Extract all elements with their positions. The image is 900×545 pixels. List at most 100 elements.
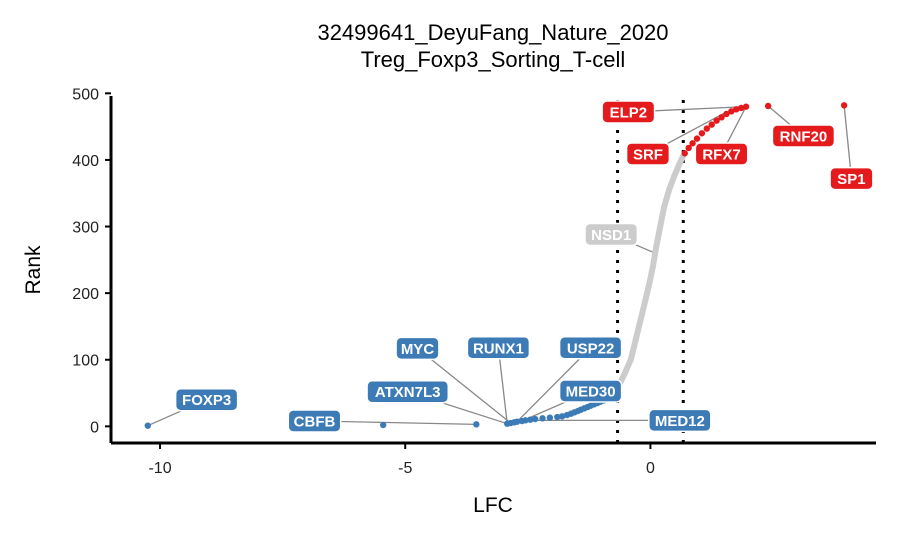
- label-leader-line: [497, 347, 508, 424]
- label-box: [625, 142, 671, 166]
- data-point-up: [713, 117, 720, 124]
- label-box: [694, 142, 749, 166]
- data-point-neutral: [657, 223, 664, 230]
- data-point-down: [554, 413, 561, 421]
- label-box: [287, 409, 342, 433]
- label-text: NSD1: [591, 227, 631, 244]
- data-point-down: [144, 422, 151, 429]
- chart-title: 32499641_DeyuFang_Nature_2020: [317, 20, 668, 45]
- data-point-neutral: [666, 186, 673, 193]
- label-text: SRF: [633, 146, 663, 163]
- point-label: MED12: [648, 408, 712, 433]
- data-point-neutral: [637, 316, 644, 323]
- data-point-neutral: [632, 336, 639, 343]
- label-text: USP22: [567, 340, 615, 357]
- axes: -10 -5 0 0 100 200 300 400 500: [72, 86, 876, 477]
- neutral-series-line: [615, 153, 686, 390]
- data-point-neutral: [649, 263, 656, 270]
- point-label: NSD1: [584, 222, 639, 247]
- data-point-up: [685, 144, 692, 152]
- data-point-down: [527, 416, 534, 423]
- data-point-down: [558, 413, 566, 420]
- data-point-up: [708, 121, 715, 128]
- y-axis-title: Rank: [22, 245, 45, 295]
- point-label: USP22: [558, 336, 623, 360]
- data-point-up: [742, 103, 750, 110]
- data-point-down: [379, 421, 387, 429]
- label-box: [829, 166, 874, 191]
- label-box: [174, 387, 239, 412]
- label-text: RUNX1: [473, 340, 524, 357]
- point-label: ATXN7L3: [366, 379, 450, 404]
- label-box: [648, 408, 712, 433]
- label-leader-line: [314, 420, 477, 426]
- data-point-down: [513, 418, 521, 425]
- y-tick-label: 0: [90, 419, 99, 436]
- data-point-down: [546, 414, 554, 421]
- point-label: MED30: [558, 379, 623, 403]
- point-label: CBFB: [287, 409, 342, 433]
- label-leader-line: [417, 347, 512, 424]
- label-text: FOXP3: [182, 392, 231, 409]
- data-point-up: [698, 130, 706, 137]
- point-labels: FOXP3 CBFB ATXN7L3 MYC RUNX1 USP22 MED30 MED12 N…: [174, 100, 874, 433]
- x-tick-label: 0: [646, 460, 655, 477]
- label-leader-line: [516, 347, 592, 423]
- data-point-down: [539, 415, 546, 422]
- label-text: ELP2: [610, 104, 648, 121]
- label-text: RFX7: [702, 146, 740, 163]
- data-point-up: [840, 102, 848, 109]
- point-label: MYC: [395, 336, 440, 361]
- label-text: MYC: [401, 341, 435, 358]
- data-point-up: [728, 108, 735, 115]
- label-text: ATXN7L3: [375, 384, 441, 401]
- y-tick-label: 300: [72, 220, 99, 237]
- label-box: [366, 379, 450, 404]
- label-leader-line: [843, 105, 853, 179]
- data-point-neutral: [642, 296, 649, 303]
- y-tick-label: 400: [72, 153, 99, 170]
- label-box: [558, 336, 623, 360]
- point-label: FOXP3: [174, 387, 239, 412]
- label-text: RNF20: [780, 128, 828, 145]
- threshold-lines: [616, 100, 685, 443]
- data-point-up: [681, 150, 688, 157]
- label-box: [771, 124, 836, 148]
- chart-subtitle: Treg_Foxp3_Sorting_T-cell: [361, 47, 626, 72]
- point-label: ELP2: [601, 100, 656, 124]
- x-tick-label: -5: [398, 460, 412, 477]
- data-point-neutral: [621, 370, 628, 377]
- label-text: MED12: [655, 413, 705, 430]
- label-text: CBFB: [294, 414, 336, 431]
- label-box: [558, 379, 623, 403]
- data-point-up: [733, 106, 740, 113]
- x-axis-title: LFC: [473, 494, 513, 517]
- data-point-neutral: [646, 280, 653, 287]
- data-point-up: [703, 125, 711, 132]
- data-point-down: [531, 415, 539, 423]
- data-point-up: [723, 110, 730, 118]
- data-point-up: [718, 114, 725, 121]
- label-box: [584, 222, 639, 247]
- point-label: RUNX1: [466, 336, 531, 360]
- data-point-neutral: [627, 356, 634, 363]
- label-box: [466, 336, 531, 360]
- label-text: MED30: [566, 384, 616, 401]
- data-point-up: [764, 102, 772, 110]
- y-tick-label: 200: [72, 286, 99, 303]
- point-label: RNF20: [771, 124, 836, 148]
- data-point-down: [522, 417, 529, 424]
- point-label: RFX7: [694, 142, 749, 166]
- data-point-neutral: [661, 203, 668, 210]
- x-tick-label: -10: [148, 460, 171, 477]
- data-point-up: [737, 104, 745, 112]
- point-label: SP1: [829, 166, 874, 191]
- data-point-down: [473, 421, 480, 428]
- point-label: SRF: [625, 142, 671, 166]
- label-text: SP1: [837, 171, 865, 188]
- y-tick-label: 500: [72, 86, 99, 103]
- data-point-neutral: [675, 162, 682, 169]
- label-box: [395, 336, 440, 361]
